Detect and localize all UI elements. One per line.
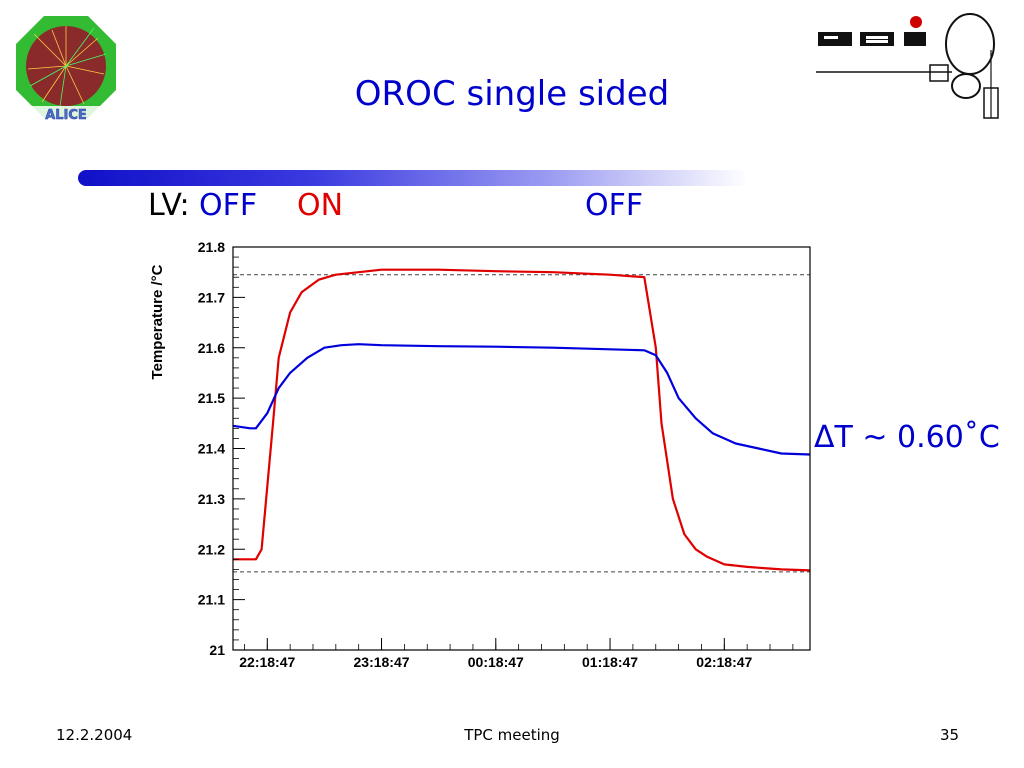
lv-off-label-2: OFF bbox=[585, 188, 644, 223]
x-tick-label: 23:18:47 bbox=[354, 654, 410, 670]
lv-label: LV: bbox=[148, 188, 190, 223]
y-tick-label: 21.6 bbox=[198, 340, 225, 356]
lv-off-label: OFF bbox=[199, 188, 258, 223]
y-tick-label: 21.8 bbox=[198, 239, 225, 255]
y-tick-label: 21.3 bbox=[198, 491, 225, 507]
title-accent-bar bbox=[78, 170, 748, 186]
y-tick-label: 21.5 bbox=[198, 390, 225, 406]
footer-page-number: 35 bbox=[940, 726, 960, 744]
footer-date: 12.2.2004 bbox=[56, 726, 133, 744]
y-tick-label: 21 bbox=[209, 642, 225, 658]
plot-frame bbox=[232, 246, 811, 651]
alice-logo: ALICE bbox=[16, 16, 116, 122]
y-tick-label: 21.7 bbox=[198, 289, 225, 305]
y-tick-label: 21.1 bbox=[198, 592, 225, 608]
gsi-logo bbox=[816, 13, 999, 119]
y-axis-title: Temperature /°C bbox=[149, 264, 166, 379]
footer-title: TPC meeting bbox=[464, 726, 560, 744]
x-tick-label: 02:18:47 bbox=[696, 654, 752, 670]
svg-text:ALICE: ALICE bbox=[45, 108, 87, 122]
delta-t-annotation: ΔT ~ 0.60˚C bbox=[814, 420, 1000, 455]
x-tick-label: 00:18:47 bbox=[468, 654, 524, 670]
y-tick-label: 21.2 bbox=[198, 541, 225, 557]
y-tick-label: 21.4 bbox=[198, 441, 225, 457]
series-line-red bbox=[233, 268, 811, 572]
lv-on-label: ON bbox=[297, 188, 344, 223]
x-tick-label: 01:18:47 bbox=[582, 654, 638, 670]
x-tick-label: 22:18:47 bbox=[239, 654, 295, 670]
series-line-blue bbox=[232, 343, 811, 456]
slide-title: OROC single sided bbox=[354, 74, 670, 114]
